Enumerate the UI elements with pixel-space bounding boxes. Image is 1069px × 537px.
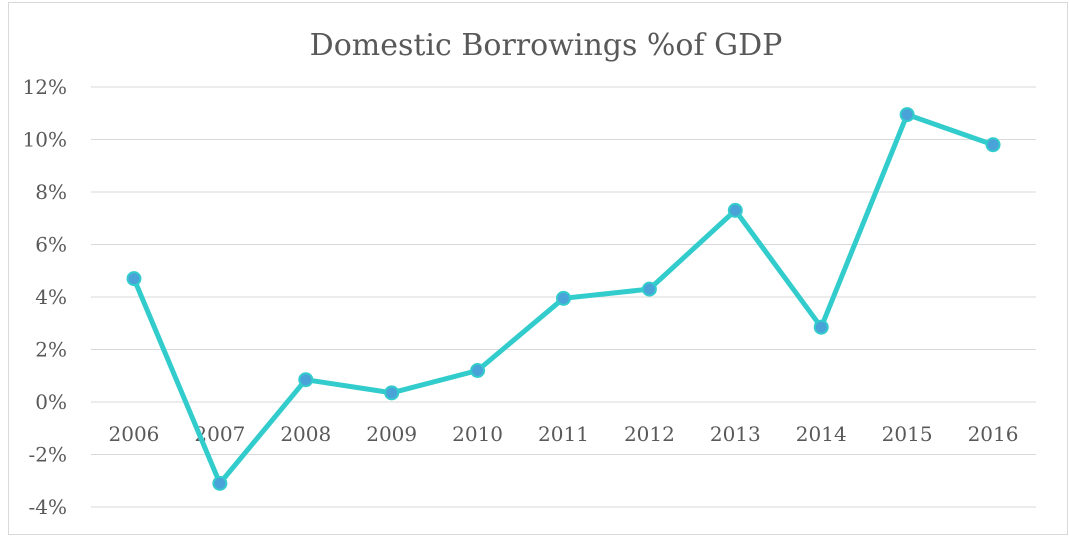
y-tick-label: 8% [35, 180, 67, 204]
y-tick-label: 6% [35, 233, 67, 257]
y-tick-label: 10% [23, 128, 67, 152]
chart-frame [8, 2, 1068, 535]
data-point [298, 372, 314, 388]
x-tick-label: 2016 [968, 422, 1019, 446]
x-tick-label: 2014 [796, 422, 847, 446]
data-point [641, 281, 657, 297]
x-tick-label: 2013 [710, 422, 761, 446]
x-axis-tick-labels: 2006 2007 2008 2009 2010 2011 2012 2013 2014 2015… [109, 422, 1019, 446]
y-tick-label: -2% [29, 443, 68, 467]
y-tick-label: 12% [23, 75, 67, 99]
data-point [126, 271, 142, 287]
data-point [384, 385, 400, 401]
data-point [212, 475, 228, 491]
y-axis-tick-labels: 12% 10% 8% 6% 4% 2% 0% -2% -4% [23, 75, 67, 519]
data-point [985, 137, 1001, 153]
chart-title: Domestic Borrowings %of GDP [310, 28, 783, 63]
x-tick-label: 2010 [452, 422, 503, 446]
x-tick-label: 2008 [280, 422, 331, 446]
data-point [727, 202, 743, 218]
gridlines [91, 86, 1036, 508]
x-tick-label: 2012 [624, 422, 675, 446]
y-tick-label: 2% [35, 338, 67, 362]
data-point [556, 290, 571, 306]
x-tick-label: 2009 [366, 422, 417, 446]
y-tick-label: 4% [35, 285, 67, 309]
data-point [899, 107, 915, 123]
series-layer [126, 107, 1001, 491]
data-point [813, 319, 829, 335]
x-tick-label: 2015 [882, 422, 933, 446]
data-point [470, 363, 486, 378]
x-tick-label: 2006 [109, 422, 160, 446]
x-tick-label: 2011 [538, 422, 589, 446]
y-tick-label: 0% [35, 390, 67, 414]
y-tick-label: -4% [29, 495, 68, 519]
